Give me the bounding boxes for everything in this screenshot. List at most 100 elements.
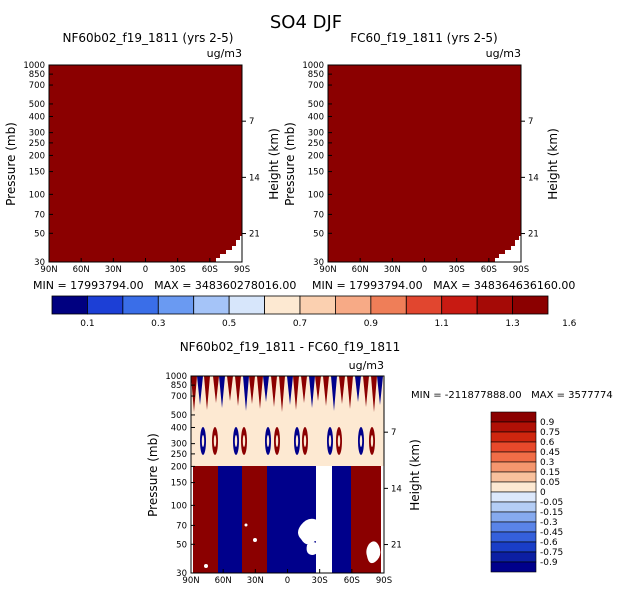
field-spike (197, 376, 203, 405)
panel1-surface-mask (216, 236, 242, 262)
colorbar-label: 1.6 (562, 319, 577, 329)
colorbar-swatch (87, 295, 124, 315)
colorbar-label: 0.75 (540, 428, 560, 438)
y-tick-label: 50 (34, 229, 45, 239)
colorbar-swatch (228, 295, 265, 315)
y-tick-label: 500 (29, 100, 45, 110)
panel2-units: ug/m3 (486, 47, 521, 60)
y-tick-label: 250 (308, 139, 324, 149)
colorbar-swatch (490, 501, 537, 513)
panel2-x-axis: 90N 60N 30N 0 30S 60S 90S (319, 258, 529, 275)
colorbar-swatch (490, 561, 537, 573)
y-right-tick-label: 7 (391, 428, 396, 438)
colorbar-label: 0.9 (540, 418, 555, 428)
panel1-ylabel: Pressure (mb) (4, 122, 18, 206)
field-spike (323, 376, 329, 406)
panel3-title: NF60b02_f19_1811 - FC60_f19_1811 (180, 340, 401, 354)
panel1-x-axis: 90N 60N 30N 0 30S 60S 90S (40, 258, 250, 275)
y-tick-label: 1000 (165, 372, 187, 382)
field-spike (219, 376, 225, 408)
colorbar-label: 0.9 (364, 319, 379, 329)
panel-difference: NF60b02_f19_1811 - FC60_f19_1811 ug/m3 (146, 340, 613, 586)
colorbar-swatch (490, 431, 537, 443)
colorbar-swatch (157, 295, 195, 315)
y-tick-label: 100 (171, 501, 187, 511)
panel1-title: NF60b02_f19_1811 (yrs 2-5) (63, 31, 234, 45)
colorbar-swatch (441, 295, 478, 315)
colorbar-label: -0.3 (540, 518, 558, 528)
colorbar-label: -0.9 (540, 558, 558, 568)
y-tick-label: 400 (29, 112, 45, 122)
colorbar-label: 0.05 (540, 478, 560, 488)
x-tick-label: 30S (170, 265, 186, 275)
y-tick-label: 700 (308, 81, 324, 91)
y-right-tick-label: 7 (528, 117, 533, 127)
colorbar-top: 0.1 0.3 0.5 0.7 0.9 1.1 1.3 1.6 (51, 295, 577, 329)
colorbar-swatch (490, 441, 537, 453)
panel2-ylabel: Pressure (mb) (283, 122, 297, 206)
colorbar-swatch (490, 551, 537, 563)
field-spike (331, 376, 337, 411)
field-spike (315, 376, 321, 401)
colorbar-swatch (490, 451, 537, 463)
field-spike (227, 376, 233, 401)
y-tick-label: 70 (313, 210, 324, 220)
y-right-tick-label: 14 (528, 173, 539, 183)
y-tick-label: 150 (29, 168, 45, 178)
y-tick-label: 700 (29, 81, 45, 91)
y-tick-label: 150 (308, 168, 324, 178)
field-spike (249, 376, 255, 404)
colorbar-label: 1.1 (435, 319, 449, 329)
colorbar-swatch (476, 295, 513, 315)
y-tick-label: 50 (313, 229, 324, 239)
y-tick-label: 150 (171, 479, 187, 489)
colorbar-label: -0.6 (540, 538, 558, 548)
colorbar-label: -0.15 (540, 508, 563, 518)
y-tick-label: 400 (171, 423, 187, 433)
field-spike (235, 376, 241, 406)
field-spike (287, 376, 293, 405)
field-spike (301, 376, 307, 403)
panel3-ylabel: Pressure (mb) (146, 433, 160, 517)
field-spike (363, 376, 369, 407)
x-tick-label: 30S (312, 576, 328, 586)
x-tick-label: 60N (215, 576, 232, 586)
y-tick-label: 850 (308, 70, 324, 80)
colorbar-swatch (490, 421, 537, 433)
colorbar-swatch (490, 541, 537, 553)
panel2-surface-mask (495, 236, 521, 262)
y-tick-label: 300 (29, 129, 45, 139)
y-tick-label: 250 (29, 139, 45, 149)
field-spike (213, 376, 219, 403)
panel1-ylabel-right: Height (km) (267, 128, 281, 199)
field-spike (377, 376, 383, 405)
colorbar-label: 0.3 (151, 319, 165, 329)
colorbar-label: 0.5 (222, 319, 236, 329)
x-tick-label: 30N (105, 265, 122, 275)
panel2-title: FC60_f19_1811 (yrs 2-5) (350, 31, 497, 45)
colorbar-swatch (490, 511, 537, 523)
x-tick-label: 0 (285, 576, 290, 586)
colorbar-swatch (490, 491, 537, 503)
colorbar-swatch (490, 521, 537, 533)
field-spike (355, 376, 361, 402)
y-tick-label: 300 (308, 129, 324, 139)
field-spike (204, 376, 210, 410)
panel3-stats: MIN = -211877888.00 MAX = 3577774 (411, 390, 613, 401)
colorbar-swatch (512, 295, 549, 315)
x-tick-label: 90S (234, 265, 250, 275)
x-tick-label: 30N (247, 576, 264, 586)
colorbar-swatch (193, 295, 230, 315)
panel1-field (49, 65, 242, 262)
y-tick-label: 70 (34, 210, 45, 220)
field-spike (339, 376, 345, 404)
y-tick-label: 300 (171, 440, 187, 450)
panel-fc60: FC60_f19_1811 (yrs 2-5) ug/m3 3050701001… (283, 31, 575, 292)
x-tick-label: 60S (481, 265, 497, 275)
panel3-ylabel-right: Height (km) (408, 439, 422, 510)
y-tick-label: 50 (176, 540, 187, 550)
colorbar-label: 0 (540, 488, 546, 498)
